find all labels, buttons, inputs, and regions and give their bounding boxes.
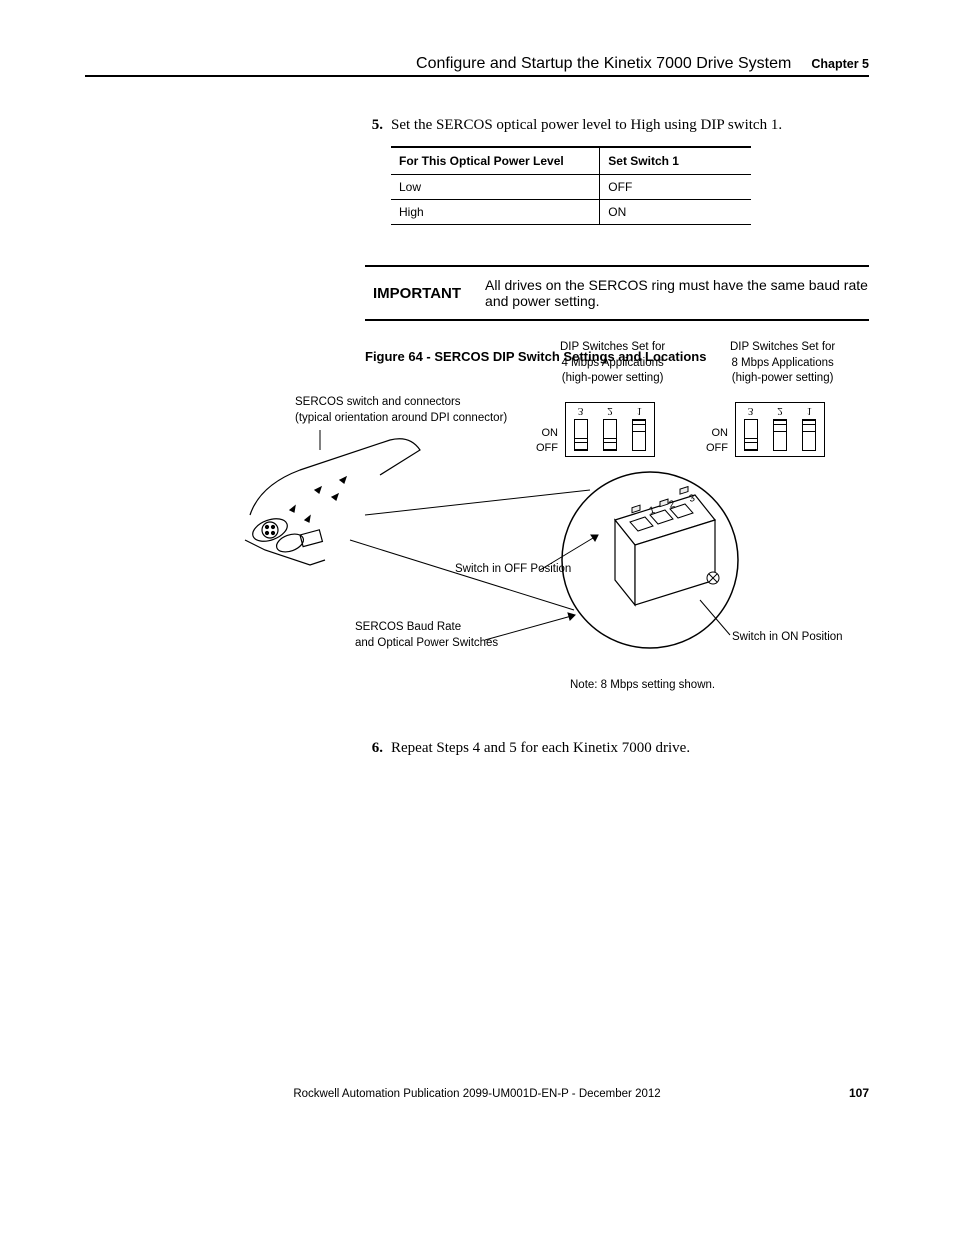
table-cell-switch: OFF — [600, 175, 751, 200]
important-label: IMPORTANT — [365, 285, 461, 302]
switch-on-callout: Switch in ON Position — [732, 630, 843, 646]
figure-note: Note: 8 Mbps setting shown. — [570, 678, 715, 694]
page-number: 107 — [849, 1086, 869, 1100]
important-text: All drives on the SERCOS ring must have … — [485, 277, 869, 309]
step-5-number: 5. — [365, 117, 383, 134]
table-cell-level: Low — [391, 175, 600, 200]
page-header: Configure and Startup the Kinetix 7000 D… — [85, 55, 869, 77]
footer-publication: Rockwell Automation Publication 2099-UM0… — [0, 1088, 954, 1100]
step-6-number: 6. — [365, 740, 383, 757]
step-6-text: Repeat Steps 4 and 5 for each Kinetix 70… — [391, 740, 690, 757]
table-row: Low OFF — [391, 175, 751, 200]
table-header-switch: Set Switch 1 — [600, 147, 751, 175]
baud-rate-callout: SERCOS Baud Rate and Optical Power Switc… — [355, 620, 498, 651]
figure-64-diagram: DIP Switches Set for 4 Mbps Applications… — [260, 340, 880, 710]
switch-off-callout: Switch in OFF Position — [455, 562, 571, 578]
step-5-text: Set the SERCOS optical power level to Hi… — [391, 117, 782, 134]
table-cell-switch: ON — [600, 200, 751, 225]
table-row: High ON — [391, 200, 751, 225]
table-header-power-level: For This Optical Power Level — [391, 147, 600, 175]
table-cell-level: High — [391, 200, 600, 225]
step-5: 5. Set the SERCOS optical power level to… — [365, 117, 869, 134]
callout-lines — [260, 340, 880, 710]
header-chapter: Chapter 5 — [811, 57, 869, 71]
power-level-table: For This Optical Power Level Set Switch … — [391, 146, 751, 225]
important-notice: IMPORTANT All drives on the SERCOS ring … — [365, 265, 869, 321]
header-section-title: Configure and Startup the Kinetix 7000 D… — [416, 55, 791, 73]
step-6: 6. Repeat Steps 4 and 5 for each Kinetix… — [365, 740, 690, 757]
